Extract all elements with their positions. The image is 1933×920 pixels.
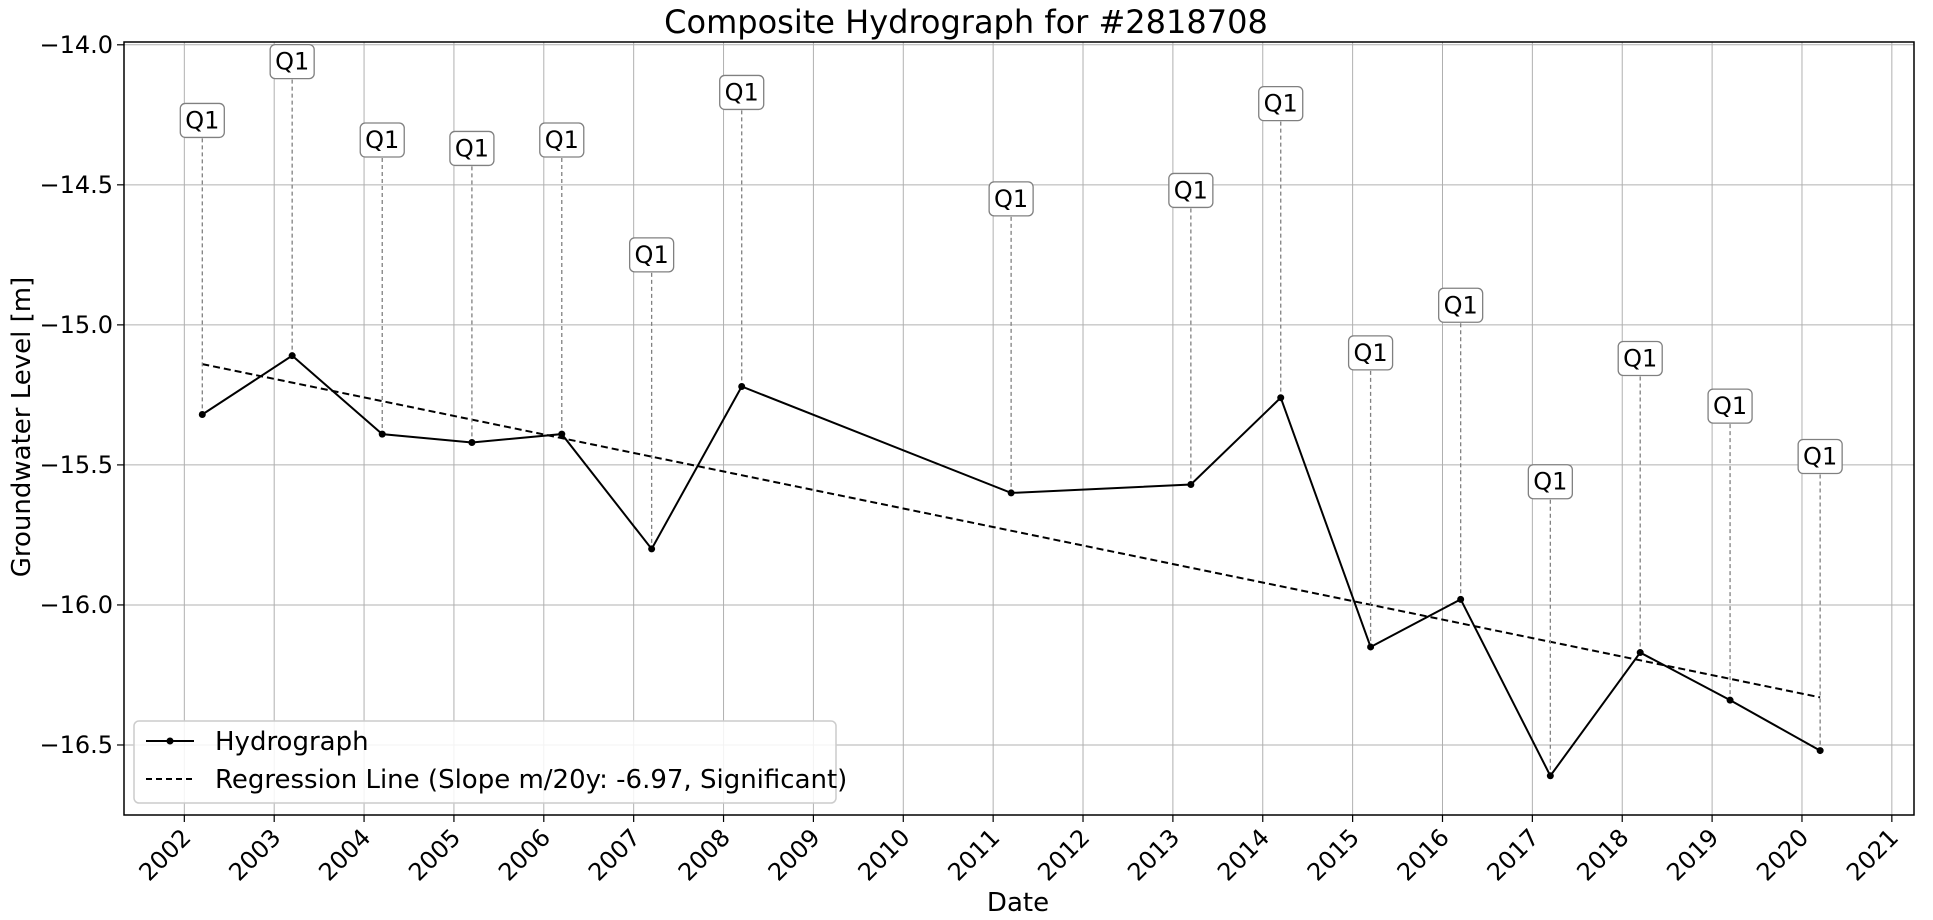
annotation-label: Q1 <box>635 241 669 269</box>
legend: Hydrograph Regression Line (Slope m/20y:… <box>133 720 847 804</box>
x-tick-label: 2003 <box>223 823 286 886</box>
annotation-label: Q1 <box>455 134 489 162</box>
annotation-label: Q1 <box>1713 392 1747 420</box>
annotation-box <box>539 122 585 158</box>
annotation-box <box>1347 335 1394 371</box>
annotation-box <box>1258 85 1304 122</box>
y-tick-label: −15.5 <box>39 451 113 479</box>
x-tick-label: 2019 <box>1661 823 1724 886</box>
annotation-label: Q1 <box>365 126 399 154</box>
annotation-box <box>1438 287 1484 323</box>
hydrograph-point <box>1007 489 1015 497</box>
y-tick-label: −15.0 <box>39 311 113 339</box>
x-tick-label: 2007 <box>583 823 646 886</box>
annotation-box <box>179 102 225 139</box>
hydrograph-point <box>738 382 746 390</box>
x-tick-label: 2015 <box>1302 823 1365 886</box>
hydrograph-point <box>558 430 566 438</box>
plot-frame <box>123 41 1915 816</box>
x-tick-label: 2006 <box>493 823 556 886</box>
y-tick-label: −16.5 <box>39 731 113 759</box>
x-tick-label: 2014 <box>1212 823 1275 886</box>
x-tick-label: 2020 <box>1751 823 1814 886</box>
annotation-box <box>1797 438 1843 475</box>
annotation-labels: Q1 Q1 Q1 Q1 Q1 Q1 Q1 Q1 Q1 Q1 Q1 Q1 Q1 Q1 Q1 Q1 <box>179 43 1843 500</box>
hydrograph-line <box>201 354 1821 778</box>
x-tick-label: 2004 <box>313 823 376 886</box>
y-tick-label: −14.5 <box>39 171 113 199</box>
legend-regression-label: Regression Line (Slope m/20y: -6.97, Sig… <box>215 765 847 795</box>
annotation-label: Q1 <box>275 48 309 76</box>
annotation-box <box>628 237 675 273</box>
hydrograph-point <box>288 352 296 360</box>
annotation-label: Q1 <box>185 106 219 134</box>
x-tick-label: 2021 <box>1841 823 1904 886</box>
annotation-box <box>1707 388 1753 424</box>
y-axis-ticks: −14.0 −14.5 −15.0 −15.5 −16.0 −16.5 <box>39 31 124 759</box>
annotation-label: Q1 <box>1174 176 1208 204</box>
hydrograph-point <box>378 430 386 438</box>
legend-hydrograph-label: Hydrograph <box>215 727 369 757</box>
x-tick-label: 2011 <box>942 823 1005 886</box>
grid-lines <box>124 42 1914 815</box>
annotation-label: Q1 <box>994 185 1028 213</box>
hydrograph-point <box>1187 481 1195 489</box>
annotation-label: Q1 <box>545 126 579 154</box>
hydrograph-point <box>1546 772 1554 780</box>
x-tick-label: 2010 <box>853 823 916 886</box>
x-tick-label: 2005 <box>403 823 466 886</box>
annotation-box <box>359 122 405 158</box>
annotation-label: Q1 <box>725 78 759 106</box>
annotation-box <box>1527 464 1573 500</box>
legend-hydrograph-marker <box>166 737 174 745</box>
annotation-label: Q1 <box>1533 468 1567 496</box>
x-axis-ticks: 2002 2003 2004 2005 2006 2007 2008 2009 2010 2011… <box>134 815 1904 886</box>
annotation-label: Q1 <box>1354 339 1388 367</box>
x-axis-title: Date <box>987 888 1049 918</box>
hydrograph-point <box>1457 595 1465 603</box>
x-tick-label: 2017 <box>1482 823 1545 886</box>
annotation-label: Q1 <box>1803 443 1837 471</box>
annotation-box <box>988 181 1034 217</box>
x-tick-label: 2008 <box>673 823 736 886</box>
annotation-label: Q1 <box>1444 291 1478 319</box>
hydrograph-point <box>1367 643 1375 651</box>
y-tick-label: −14.0 <box>39 31 113 59</box>
hydrograph-point <box>468 439 476 447</box>
x-tick-label: 2009 <box>763 823 826 886</box>
hydrograph-line-layer <box>198 352 1824 780</box>
hydrograph-point <box>198 410 206 418</box>
hydrograph-point <box>648 545 656 553</box>
x-tick-label: 2018 <box>1571 823 1634 886</box>
hydrograph-point <box>1636 649 1644 657</box>
x-tick-label: 2016 <box>1392 823 1455 886</box>
annotation-label: Q1 <box>1623 344 1657 372</box>
hydrograph-point <box>1277 394 1285 402</box>
x-tick-label: 2013 <box>1122 823 1185 886</box>
x-tick-label: 2002 <box>134 823 197 886</box>
legend-box <box>133 720 837 804</box>
annotation-box <box>1617 340 1663 377</box>
y-tick-label: −16.0 <box>39 591 113 619</box>
annotation-box <box>449 130 495 167</box>
annotation-box <box>1168 172 1214 209</box>
chart-title: Composite Hydrograph for #2818708 <box>664 3 1268 41</box>
y-axis-title: Groundwater Level [m] <box>7 277 37 578</box>
x-tick-label: 2012 <box>1032 823 1095 886</box>
hydrograph-point <box>1816 747 1824 755</box>
annotation-label: Q1 <box>1264 90 1298 118</box>
hydrograph-point <box>1726 696 1734 704</box>
annotation-box <box>269 43 315 80</box>
annotation-box <box>719 74 765 111</box>
